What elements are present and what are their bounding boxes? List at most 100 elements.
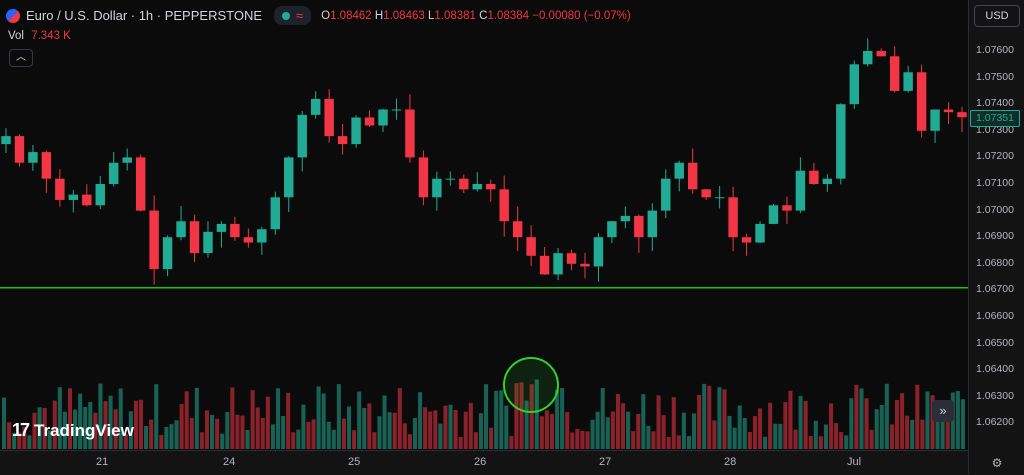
candle-body — [95, 184, 105, 206]
symbol-legend: Euro / U.S. Dollar · 1h · PEPPERSTONE ≈ … — [6, 6, 631, 25]
candle-body — [230, 223, 240, 238]
tradingview-logo-icon: 17 — [12, 420, 30, 440]
volume-bar — [286, 392, 291, 449]
volume-bar — [255, 407, 260, 449]
candle-body — [943, 109, 954, 113]
settings-button[interactable]: ⚙ — [990, 456, 1004, 470]
candle-body — [863, 51, 873, 65]
volume-bar — [641, 394, 646, 449]
candle-body — [876, 51, 886, 57]
candle-body — [647, 210, 658, 238]
volume-bar — [245, 430, 250, 449]
candle-body — [593, 237, 604, 267]
volume-bar — [940, 406, 945, 449]
volume-bar — [803, 401, 808, 449]
chevron-up-icon: ︿ — [16, 52, 26, 63]
volume-bar — [270, 424, 275, 449]
candle-body — [553, 253, 563, 275]
volume-bar — [945, 406, 950, 449]
time-tick-label: 21 — [96, 456, 109, 468]
volume-bar — [575, 428, 580, 449]
volume-bar — [915, 384, 920, 449]
volume-bar — [925, 391, 930, 449]
candle-body — [486, 184, 496, 190]
volume-bar — [859, 388, 864, 449]
volume-bar — [418, 392, 423, 449]
candle-body — [82, 194, 92, 206]
volume-bar — [235, 414, 240, 449]
volume-bar — [494, 390, 499, 449]
volume-bar — [301, 404, 306, 449]
volume-bar — [42, 407, 47, 449]
market-open-icon — [282, 11, 290, 20]
candle-body — [270, 197, 281, 230]
volume-label: Vol — [8, 30, 24, 42]
candle-body — [405, 109, 415, 158]
volume-bar — [352, 430, 357, 449]
candle-body — [822, 178, 833, 184]
candle-body — [539, 255, 550, 275]
volume-bar — [22, 426, 27, 449]
volume-bar — [712, 420, 717, 449]
candle-body — [122, 157, 132, 163]
volume-bar — [808, 436, 813, 449]
candle-body — [1, 136, 11, 145]
candle-body — [714, 197, 725, 199]
volume-bar — [676, 435, 681, 449]
price-tick-label: 1.06700 — [976, 283, 1014, 296]
volume-bar — [864, 398, 869, 449]
collapse-legend-button[interactable]: ︿ — [9, 49, 33, 67]
tradingview-watermark[interactable]: 17 TradingView — [12, 420, 134, 441]
volume-bar — [133, 400, 138, 449]
volume-bar — [27, 435, 32, 449]
volume-bar — [281, 415, 286, 449]
volume-bar — [732, 427, 737, 449]
volume-bar — [204, 410, 210, 449]
volume-bar — [600, 388, 605, 449]
candle-body — [661, 178, 671, 211]
volume-bar — [570, 432, 575, 449]
candle-body — [499, 189, 509, 222]
volume-bar — [889, 424, 894, 449]
time-axis[interactable] — [0, 450, 968, 475]
volume-bar — [768, 402, 773, 449]
candle-body — [216, 223, 227, 232]
candle-body — [957, 112, 967, 118]
volume-bar — [717, 387, 722, 449]
symbol-title[interactable]: Euro / U.S. Dollar · 1h · PEPPERSTONE — [26, 8, 262, 23]
price-axis[interactable] — [968, 0, 1024, 474]
volume-bar — [78, 393, 83, 449]
volume-bar — [17, 432, 22, 449]
volume-bar — [316, 386, 321, 449]
price-tick-label: 1.06300 — [976, 389, 1014, 402]
candle-body — [324, 98, 334, 137]
volume-bar — [620, 403, 626, 449]
volume-bar — [184, 391, 189, 449]
volume-bar — [73, 409, 78, 449]
scroll-to-realtime-button[interactable]: » — [932, 400, 954, 422]
volume-bar — [763, 436, 768, 449]
volume-bar — [783, 402, 788, 449]
volume-bar — [722, 389, 727, 449]
chart-canvas[interactable] — [0, 0, 968, 450]
volume-bar — [752, 416, 757, 449]
price-tick-label: 1.07100 — [976, 177, 1014, 189]
volume-bar — [935, 418, 940, 449]
volume-bar — [960, 399, 965, 449]
volume-bar — [626, 411, 631, 449]
volume-bar — [62, 411, 67, 449]
volume-bar — [362, 407, 367, 449]
volume-bar — [154, 384, 159, 449]
gear-icon: ⚙ — [991, 456, 1003, 470]
candle-body — [620, 215, 631, 222]
volume-bar — [138, 399, 144, 449]
volume-bar — [651, 431, 656, 449]
candle-body — [566, 253, 577, 264]
volume-bar — [519, 382, 524, 449]
chart-area[interactable] — [0, 0, 968, 450]
wave-icon: ≈ — [296, 8, 304, 23]
double-chevron-right-icon: » — [939, 403, 947, 418]
volume-bar — [707, 385, 712, 449]
currency-button[interactable]: USD — [974, 5, 1020, 27]
market-status-pill[interactable]: ≈ — [274, 6, 312, 25]
